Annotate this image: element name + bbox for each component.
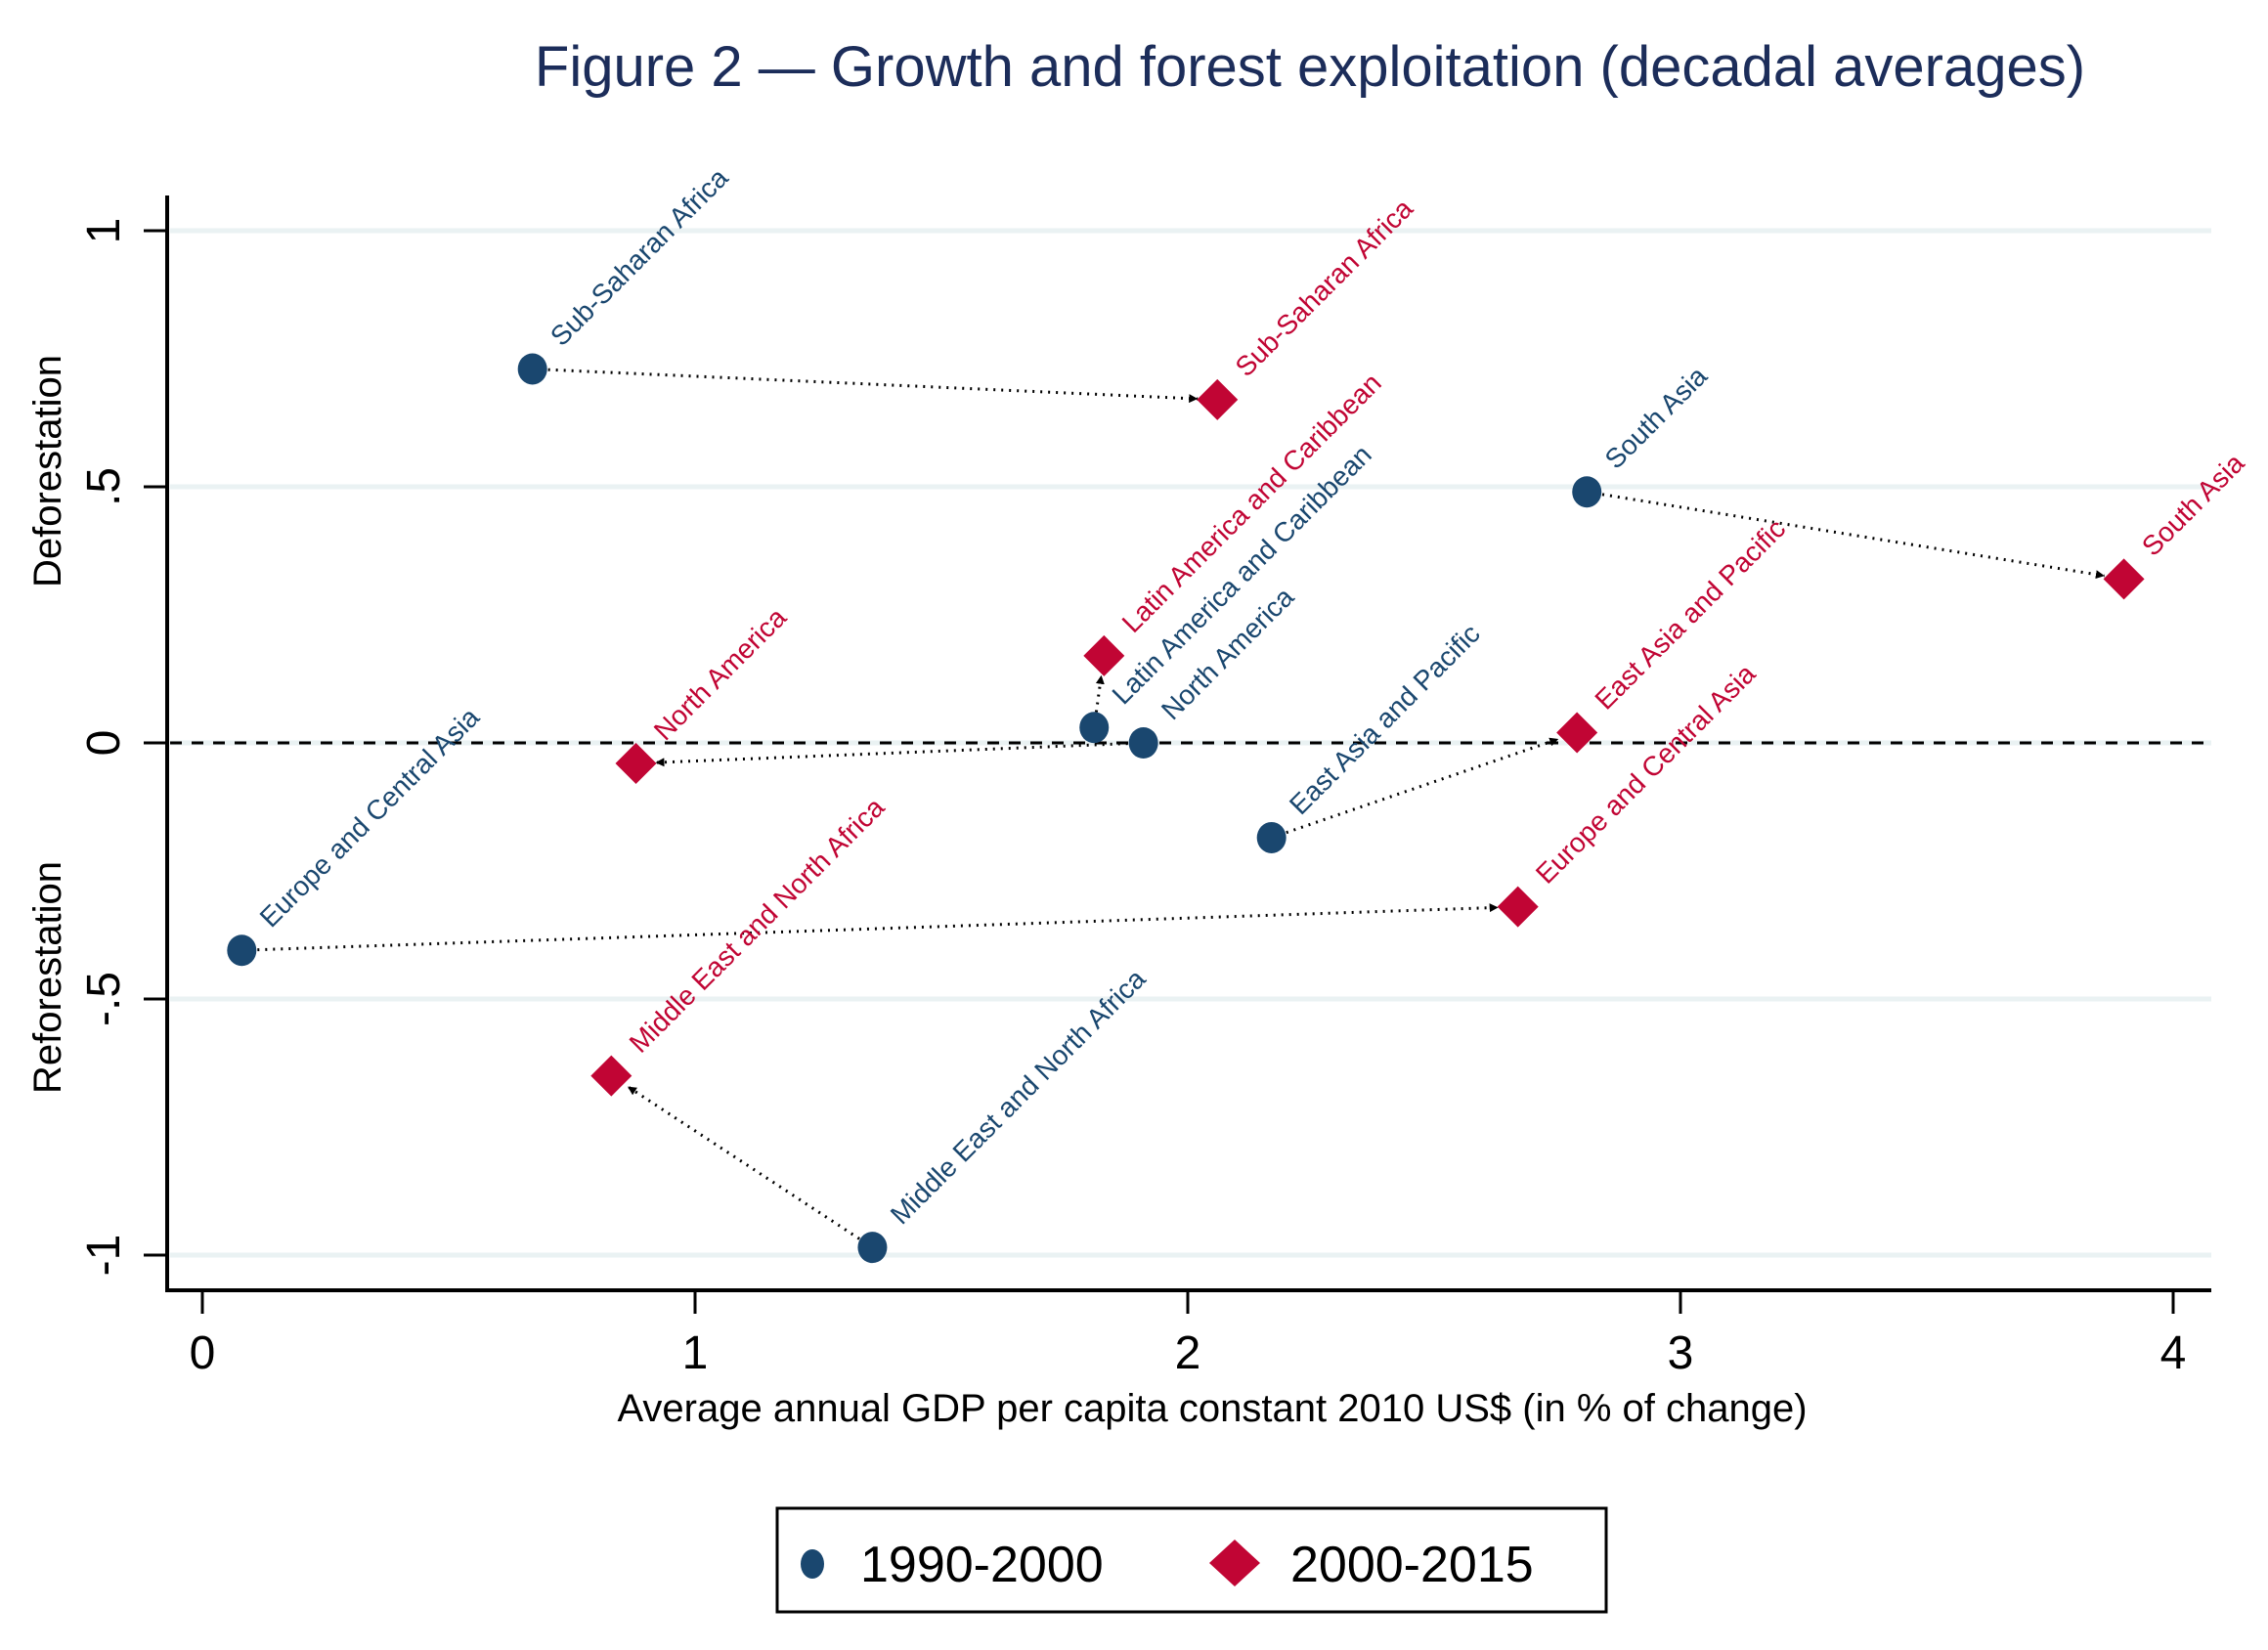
point-1990-latin-america-and-caribbean bbox=[1079, 712, 1110, 744]
point-label-2000-sub-saharan-africa: Sub-Saharan Africa bbox=[1230, 193, 1419, 382]
point-2000-east-asia-and-pacific bbox=[1556, 712, 1598, 754]
arrow-middle-east-and-north-africa bbox=[627, 1085, 860, 1240]
y-axis-title-deforestation: Deforestation bbox=[26, 355, 69, 587]
x-tick-label: 1 bbox=[682, 1327, 709, 1379]
y-tick-label: 0 bbox=[78, 730, 130, 757]
legend: 1990-2000 2000-2015 bbox=[775, 1506, 1608, 1614]
y-tick-label: -1 bbox=[78, 1235, 130, 1277]
axes: 1 .5 0 -.5 -1 0 1 2 3 4 bbox=[78, 195, 2211, 1379]
point-label-1990-sub-saharan-africa: Sub-Saharan Africa bbox=[545, 162, 734, 352]
point-label-2000-europe-and-central-asia: Europe and Central Asia bbox=[1530, 658, 1762, 890]
point-1990-south-asia bbox=[1572, 476, 1602, 508]
x-tick-label: 2 bbox=[1175, 1327, 1201, 1379]
point-label-2000-middle-east-and-north-africa: Middle East and North Africa bbox=[624, 792, 891, 1059]
point-1990-north-america bbox=[1128, 727, 1158, 759]
y-axis-title-reforestation: Reforestation bbox=[26, 861, 69, 1094]
x-axis-title: Average annual GDP per capita constant 2… bbox=[617, 1387, 1807, 1430]
x-tick-label: 4 bbox=[2160, 1327, 2187, 1379]
point-labels-layer: Sub-Saharan Africa South Asia Latin Americ… bbox=[254, 162, 2250, 1231]
point-2000-north-america bbox=[615, 742, 657, 784]
point-2000-europe-and-central-asia bbox=[1497, 886, 1539, 928]
point-1990-sub-saharan-africa bbox=[517, 353, 547, 385]
arrow-east-asia-and-pacific bbox=[1286, 737, 1559, 835]
point-label-2000-latin-america-and-caribbean: Latin America and Caribbean bbox=[1116, 368, 1387, 638]
y-tick-label: 1 bbox=[78, 218, 130, 244]
y-tick-label: .5 bbox=[78, 467, 130, 506]
legend-box bbox=[775, 1506, 1608, 1614]
legend-label-2000-2015: 2000-2015 bbox=[1290, 1537, 1534, 1593]
point-label-2000-north-america: North America bbox=[648, 602, 793, 747]
point-label-1990-middle-east-and-north-africa: Middle East and North Africa bbox=[885, 963, 1152, 1230]
point-label-1990-latin-america-and-caribbean: Latin America and Caribbean bbox=[1107, 439, 1377, 710]
arrows-layer bbox=[257, 368, 2106, 1240]
point-2000-sub-saharan-africa bbox=[1197, 378, 1239, 420]
point-label-1990-east-asia-and-pacific: East Asia and Pacific bbox=[1284, 618, 1486, 820]
arrow-north-america bbox=[655, 742, 1128, 767]
arrow-south-asia bbox=[1601, 493, 2106, 580]
point-label-1990-europe-and-central-asia: Europe and Central Asia bbox=[254, 702, 486, 934]
point-1990-east-asia-and-pacific bbox=[1256, 821, 1287, 853]
legend-circle-icon bbox=[801, 1549, 824, 1579]
point-label-2000-south-asia: South Asia bbox=[2136, 448, 2250, 562]
markers-layer bbox=[227, 353, 2145, 1264]
x-tick-label: 0 bbox=[190, 1327, 216, 1379]
point-2000-south-asia bbox=[2103, 558, 2145, 600]
arrow-latin-america-and-caribbean bbox=[1094, 674, 1105, 713]
arrow-sub-saharan-africa bbox=[547, 368, 1199, 404]
chart-title: Figure 2 — Growth and forest exploitatio… bbox=[535, 35, 2085, 99]
point-1990-middle-east-and-north-africa bbox=[857, 1232, 888, 1264]
legend-label-1990-2000: 1990-2000 bbox=[860, 1537, 1104, 1593]
point-2000-latin-america-and-caribbean bbox=[1083, 634, 1125, 676]
x-tick-label: 3 bbox=[1668, 1327, 1694, 1379]
y-tick-label: -.5 bbox=[78, 972, 130, 1026]
legend-diamond-icon bbox=[1209, 1540, 1260, 1586]
point-label-1990-south-asia: South Asia bbox=[1599, 361, 1714, 475]
point-1990-europe-and-central-asia bbox=[227, 934, 257, 967]
point-2000-middle-east-and-north-africa bbox=[590, 1055, 632, 1097]
arrow-europe-and-central-asia bbox=[257, 903, 1499, 952]
point-label-2000-east-asia-and-pacific: East Asia and Pacific bbox=[1589, 513, 1791, 716]
